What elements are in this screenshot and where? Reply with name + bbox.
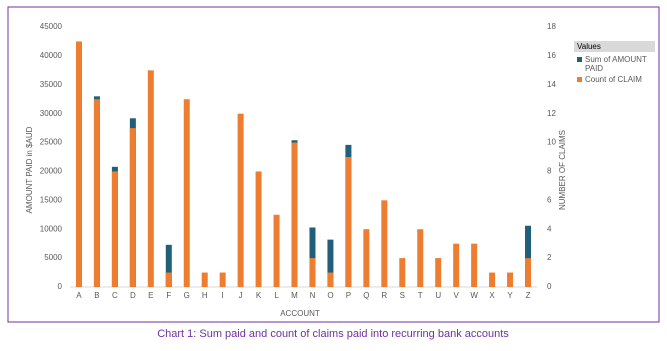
y-tick-label: 40000 bbox=[40, 51, 63, 60]
x-tick-label: Y bbox=[507, 291, 513, 300]
x-tick-label: O bbox=[327, 291, 333, 300]
legend-header bbox=[574, 41, 655, 52]
y2-tick-label: 14 bbox=[547, 80, 556, 89]
x-tick-label: V bbox=[454, 291, 460, 300]
bar bbox=[309, 227, 316, 287]
y-tick-label: 30000 bbox=[40, 109, 63, 118]
bar bbox=[201, 272, 208, 287]
legend-title: Values bbox=[577, 42, 601, 51]
x-tick-label: T bbox=[418, 291, 423, 300]
bar bbox=[273, 214, 280, 287]
bar bbox=[327, 272, 334, 287]
bar bbox=[471, 243, 478, 287]
bar bbox=[75, 41, 82, 287]
x-tick-label: I bbox=[222, 291, 224, 300]
bar bbox=[525, 258, 532, 287]
bar bbox=[93, 99, 100, 287]
bar bbox=[381, 200, 388, 287]
bar bbox=[345, 157, 352, 287]
legend-label: Count of CLAIM bbox=[585, 75, 642, 84]
y-tick-label: 0 bbox=[58, 282, 63, 291]
y2-tick-label: 2 bbox=[547, 253, 552, 262]
x-tick-label: W bbox=[470, 291, 478, 300]
y2-tick-label: 4 bbox=[547, 224, 552, 233]
bar bbox=[309, 258, 316, 287]
y-tick-label: 45000 bbox=[40, 22, 63, 31]
legend-label-line: Sum of AMOUNT bbox=[585, 55, 647, 64]
bar bbox=[507, 272, 514, 287]
bar bbox=[255, 171, 262, 287]
y2-tick-label: 16 bbox=[547, 51, 556, 60]
bar bbox=[453, 243, 460, 287]
x-tick-label: R bbox=[381, 291, 387, 300]
x-tick-label: H bbox=[202, 291, 208, 300]
y-tick-label: 10000 bbox=[40, 224, 63, 233]
bar bbox=[183, 99, 190, 287]
y2-axis-label: NUMBER OF CLAIMS bbox=[558, 130, 567, 210]
bar bbox=[489, 272, 496, 287]
x-tick-label: E bbox=[148, 291, 153, 300]
legend-label-line: PAID bbox=[585, 64, 603, 73]
y2-tick-label: 18 bbox=[547, 22, 556, 31]
x-tick-label: A bbox=[76, 291, 82, 300]
x-tick-label: L bbox=[274, 291, 279, 300]
bar bbox=[525, 225, 532, 287]
chart-frame bbox=[7, 6, 660, 323]
bar bbox=[363, 229, 370, 287]
y2-tick-label: 8 bbox=[547, 167, 552, 176]
x-tick-label: J bbox=[239, 291, 243, 300]
bar bbox=[129, 128, 136, 287]
x-tick-label: S bbox=[400, 291, 405, 300]
x-tick-label: U bbox=[435, 291, 441, 300]
y2-tick-label: 6 bbox=[547, 195, 552, 204]
x-tick-label: N bbox=[310, 291, 316, 300]
caption: Chart 1: Sum paid and count of claims pa… bbox=[157, 328, 509, 340]
y-tick-label: 15000 bbox=[40, 195, 63, 204]
bar bbox=[291, 142, 298, 287]
legend-swatch bbox=[577, 77, 582, 82]
y2-tick-label: 12 bbox=[547, 109, 556, 118]
x-tick-label: M bbox=[291, 291, 298, 300]
y-tick-label: 35000 bbox=[40, 80, 63, 89]
x-axis-label: ACCOUNT bbox=[280, 309, 320, 318]
x-tick-label: G bbox=[184, 291, 190, 300]
bar bbox=[165, 272, 172, 287]
y-tick-label: 5000 bbox=[44, 253, 62, 262]
x-tick-label: Q bbox=[363, 291, 369, 300]
x-tick-label: D bbox=[130, 291, 136, 300]
bar bbox=[237, 113, 244, 288]
x-tick-label: C bbox=[112, 291, 118, 300]
x-tick-label: X bbox=[489, 291, 495, 300]
legend-label: Sum of AMOUNT PAID bbox=[585, 55, 647, 73]
y2-tick-label: 10 bbox=[547, 138, 556, 147]
x-tick-label: F bbox=[166, 291, 171, 300]
x-tick-label: K bbox=[256, 291, 262, 300]
x-tick-label: P bbox=[346, 291, 351, 300]
x-tick-label: Z bbox=[526, 291, 531, 300]
bar bbox=[111, 171, 118, 287]
x-tick-label: B bbox=[94, 291, 99, 300]
bar bbox=[399, 258, 406, 287]
bar bbox=[219, 272, 226, 287]
bar bbox=[165, 244, 172, 287]
bar bbox=[327, 239, 334, 287]
y-tick-label: 20000 bbox=[40, 167, 63, 176]
y2-tick-label: 0 bbox=[547, 282, 552, 291]
bar bbox=[435, 258, 442, 287]
bar bbox=[417, 229, 424, 287]
legend-swatch bbox=[577, 57, 582, 62]
y-tick-label: 25000 bbox=[40, 138, 63, 147]
y-axis-label: AMOUNT PAID in $AUD bbox=[25, 126, 34, 213]
bar bbox=[147, 70, 154, 287]
